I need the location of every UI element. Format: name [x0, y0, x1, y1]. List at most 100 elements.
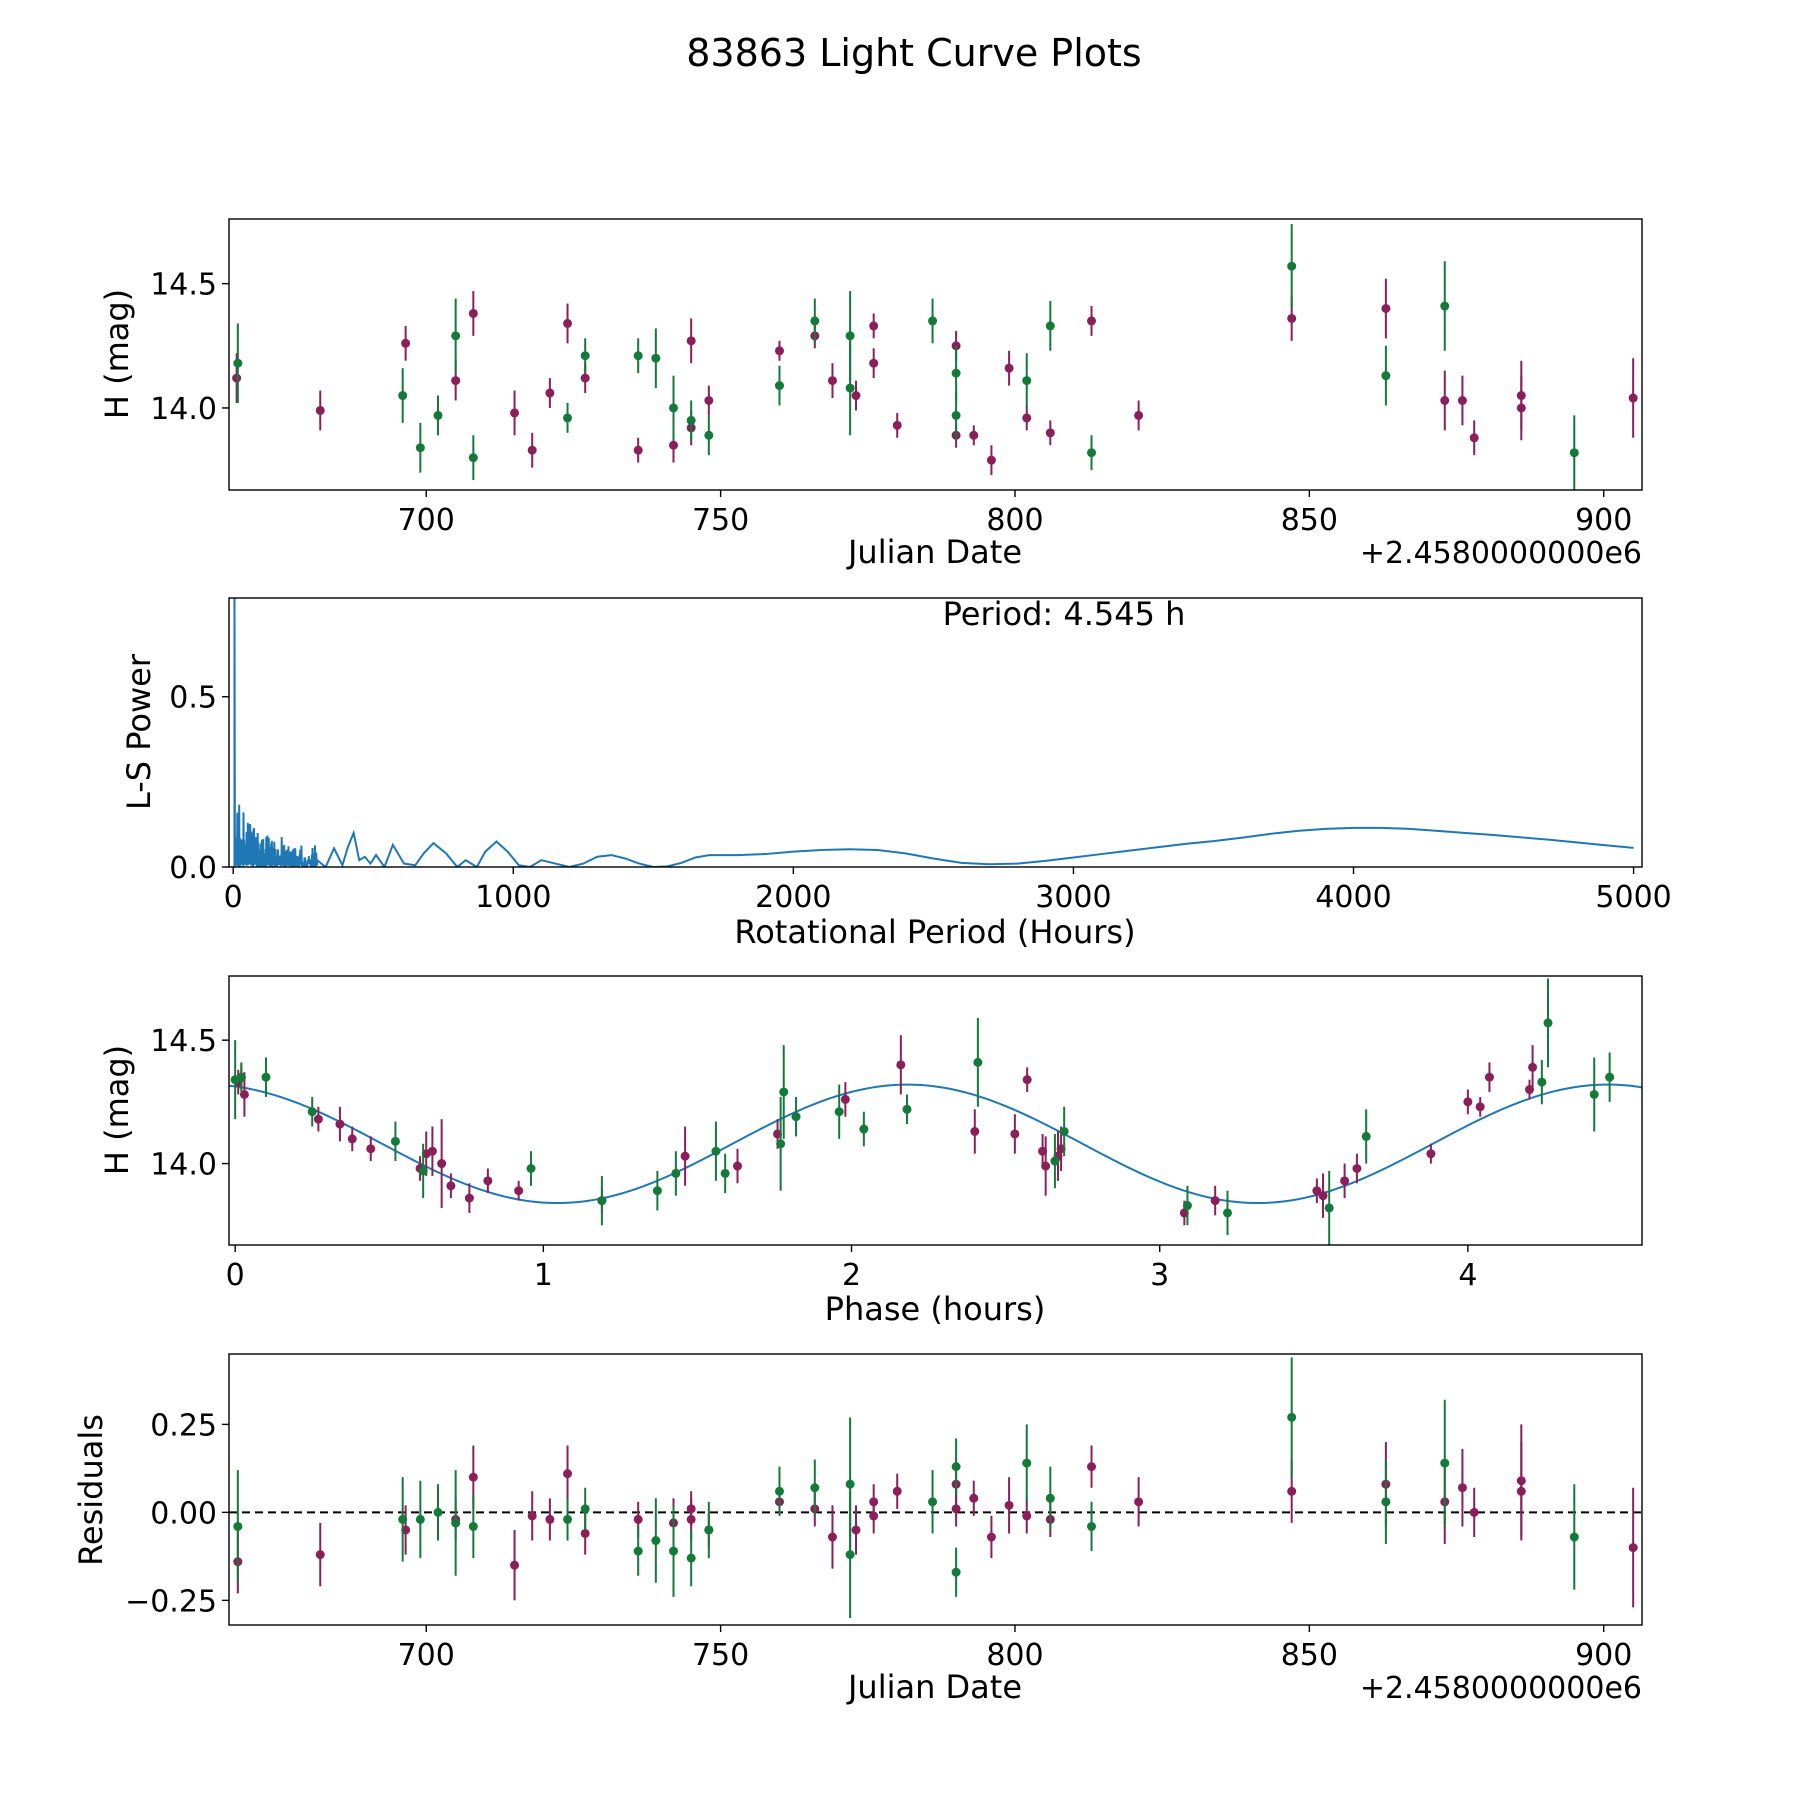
data-point: [483, 1176, 493, 1186]
ls-power-curve: [233, 598, 1634, 867]
data-point: [892, 420, 902, 430]
data-point: [851, 1525, 861, 1535]
data-point: [427, 1146, 437, 1156]
data-point: [398, 1514, 408, 1524]
light-curve-panel: 700 750 800 850 900 14.0 14.5 Julian Date H (m…: [98, 218, 1643, 571]
x-tick-label: 5000: [1595, 880, 1671, 915]
data-point: [415, 1514, 425, 1524]
data-point: [896, 1060, 906, 1070]
data-point: [233, 1521, 243, 1531]
data-point: [1022, 413, 1032, 423]
data-point: [1457, 395, 1467, 405]
data-point: [1022, 1458, 1032, 1468]
phased-curve-panel: 0 1 2 3 4 14.0 14.5 Phase (hours) H (mag): [98, 975, 1643, 1328]
x-axis-label: Julian Date: [846, 533, 1022, 571]
data-point: [1569, 1532, 1579, 1542]
plot-frame: [228, 597, 1643, 868]
data-point: [652, 1186, 662, 1196]
x-tick-label: 850: [1281, 503, 1338, 538]
data-point: [335, 1119, 345, 1129]
data-point: [1352, 1163, 1362, 1173]
data-point: [686, 415, 696, 425]
data-point: [1361, 1131, 1371, 1141]
data-point: [580, 1504, 590, 1514]
data-point: [1516, 1486, 1526, 1496]
data-point: [869, 1511, 879, 1521]
data-point: [1050, 1156, 1060, 1166]
data-point: [1381, 1497, 1391, 1507]
x-tick-label: 0: [224, 880, 243, 915]
x-tick-label: 750: [692, 503, 749, 538]
model-fit-curve: [229, 1083, 1642, 1205]
data-point: [633, 445, 643, 455]
data-point: [468, 1472, 478, 1482]
data-point: [514, 1186, 524, 1196]
data-point: [845, 1550, 855, 1560]
figure-title: 83863 Light Curve Plots: [686, 31, 1141, 75]
data-point: [315, 405, 325, 415]
data-point: [986, 455, 996, 465]
data-point: [711, 1146, 721, 1156]
data-point: [827, 376, 837, 386]
y-tick-label: 0.0: [169, 851, 217, 886]
data-point: [732, 1161, 742, 1171]
data-point: [928, 1497, 938, 1507]
data-point: [1010, 1129, 1020, 1139]
data-point: [437, 1159, 447, 1169]
data-point: [1045, 321, 1055, 331]
data-point: [845, 383, 855, 393]
data-point: [951, 410, 961, 420]
data-point: [1469, 1507, 1479, 1517]
y-tick-label: 0.25: [150, 1408, 217, 1443]
data-point: [651, 353, 661, 363]
data-point: [563, 413, 573, 423]
data-point: [1528, 1062, 1538, 1072]
data-point: [527, 445, 537, 455]
data-point: [951, 1504, 961, 1514]
data-point: [1516, 403, 1526, 413]
data-point: [468, 453, 478, 463]
plot-frame: [228, 218, 1643, 491]
data-point: [433, 410, 443, 420]
data-point: [633, 351, 643, 361]
data-point: [580, 373, 590, 383]
data-point: [951, 1567, 961, 1577]
data-point: [390, 1136, 400, 1146]
data-point: [834, 1107, 844, 1117]
y-axis-label: H (mag): [98, 1045, 136, 1175]
x-tick-label: 700: [398, 503, 455, 538]
data-point: [869, 358, 879, 368]
y-tick-label: 14.5: [150, 268, 217, 303]
data-point: [446, 1181, 456, 1191]
data-point: [774, 346, 784, 356]
data-point: [510, 1560, 520, 1570]
data-point: [366, 1144, 376, 1154]
data-point: [774, 381, 784, 391]
x-tick-label: 900: [1575, 503, 1632, 538]
data-point: [468, 1521, 478, 1531]
y-tick-label: 14.0: [150, 1148, 217, 1183]
periodogram-panel: 0 1000 2000 3000 4000 5000 0.0 0.5 Rotational P…: [120, 595, 1672, 951]
data-point: [1022, 376, 1032, 386]
data-point: [1469, 433, 1479, 443]
data-point: [1381, 304, 1391, 314]
data-point: [1324, 1203, 1334, 1213]
x-tick-label: 3000: [1035, 880, 1111, 915]
data-point: [1589, 1089, 1599, 1099]
data-point: [597, 1196, 607, 1206]
data-point: [1426, 1149, 1436, 1159]
x-tick-label: 800: [986, 503, 1043, 538]
data-point: [526, 1163, 536, 1173]
data-point: [347, 1134, 357, 1144]
y-axis-label: H (mag): [98, 289, 136, 419]
data-point: [869, 321, 879, 331]
data-point: [1134, 1497, 1144, 1507]
y-tick-label: 0.5: [169, 681, 217, 716]
data-point: [313, 1114, 323, 1124]
data-point: [1287, 1412, 1297, 1422]
data-point: [810, 1483, 820, 1493]
data-point: [969, 1493, 979, 1503]
data-point: [1628, 1543, 1638, 1553]
data-point: [1340, 1176, 1350, 1186]
